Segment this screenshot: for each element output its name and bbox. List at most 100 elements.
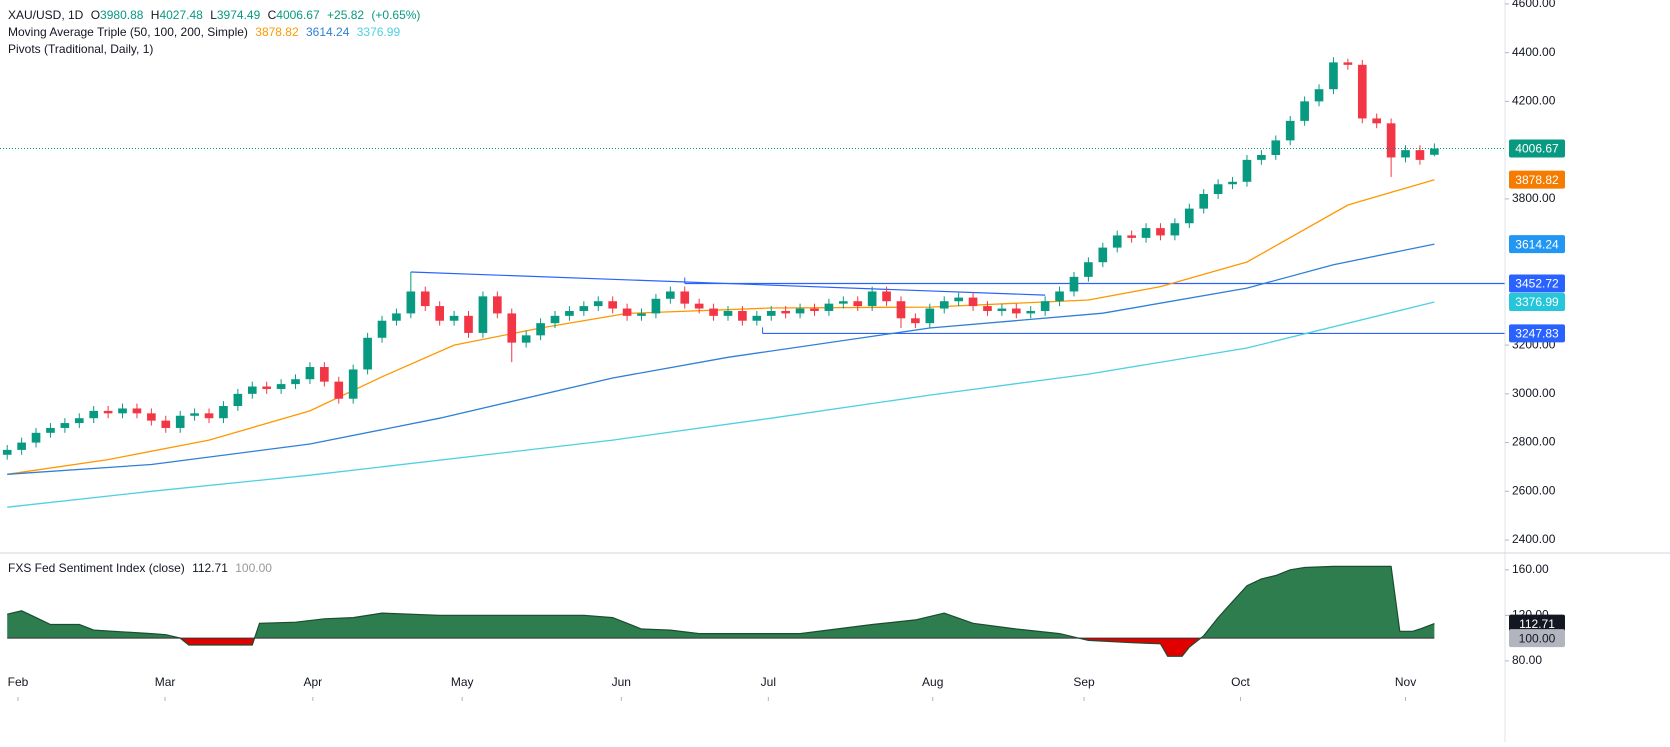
ohlc-key: H [151, 8, 160, 22]
candle-body [377, 320, 387, 338]
pivot-badge: 3247.83 [1515, 327, 1559, 341]
y-tick-label: 2600.00 [1512, 483, 1556, 497]
x-tick-label: Aug [922, 675, 943, 689]
candle-body [1098, 247, 1108, 263]
ohlc-key: L [210, 8, 217, 22]
candle-body [132, 408, 142, 414]
candle-body [1199, 193, 1209, 209]
candle-body [420, 291, 430, 307]
candle-body [651, 298, 661, 314]
candle-body [954, 297, 963, 302]
pivot-badge-bg [1509, 274, 1565, 293]
candle-body [1285, 120, 1295, 141]
change: +25.82 [327, 8, 364, 22]
candle-body [565, 310, 574, 316]
ma-legend: Moving Average Triple (50, 100, 200, Sim… [8, 25, 400, 39]
candle-body [1141, 228, 1151, 238]
candle-body [752, 315, 762, 321]
candle-body [219, 406, 228, 419]
candle-body [247, 386, 257, 394]
candle-body [766, 310, 776, 316]
candle-body [709, 308, 718, 316]
candle-body [1357, 64, 1367, 119]
candle-body [694, 303, 704, 309]
x-tick-label: May [451, 675, 474, 689]
candle-body [1112, 235, 1122, 248]
ma-line [7, 179, 1435, 475]
candle-body [939, 301, 949, 309]
candle-body [781, 310, 790, 314]
candle-body [363, 337, 372, 370]
sentiment-area-positive [7, 566, 1435, 639]
candle-body [1242, 159, 1252, 182]
candle-body [1257, 154, 1266, 160]
candle-body [1271, 140, 1281, 155]
sentiment-badge-bg [1509, 614, 1565, 633]
sentiment-value: 112.71 [192, 561, 228, 575]
candle-body [17, 442, 26, 450]
header-line: XAU/USD, 1D O3980.88 H4027.48 L3974.49 C… [8, 8, 420, 22]
candle-body [276, 384, 286, 389]
candle-body [161, 420, 171, 428]
y-tick-label: 80.00 [1512, 653, 1542, 667]
ma-badge-bg [1509, 292, 1565, 311]
candle-body [1069, 276, 1079, 292]
candle-body [824, 303, 834, 311]
candle-body [46, 427, 55, 433]
candle-body [521, 335, 531, 343]
candle-body [1386, 123, 1396, 158]
candle-body [291, 379, 300, 385]
candle-body [1040, 301, 1050, 311]
low-value: 3974.49 [217, 8, 261, 22]
candle-body [233, 393, 243, 407]
candle-body [925, 308, 935, 324]
candle-body [348, 369, 358, 399]
x-tick-label: Nov [1395, 675, 1416, 689]
candle-body [147, 413, 156, 421]
candle-body [1156, 228, 1165, 236]
y-tick-label: 3000.00 [1512, 386, 1556, 400]
candle-body [968, 297, 978, 307]
x-tick-label: Apr [303, 675, 322, 689]
candle-body [983, 306, 992, 311]
ma-badge-bg [1509, 170, 1565, 189]
candle-body [1127, 235, 1136, 238]
last-price-badge: 4006.67 [1515, 142, 1559, 156]
candle-body [320, 367, 329, 382]
candle-body [175, 415, 185, 428]
candle-body [89, 410, 99, 419]
pivot-badge: 3452.72 [1515, 277, 1559, 291]
ma-badge: 3376.99 [1515, 295, 1559, 309]
symbol: XAU/USD, 1D [8, 8, 84, 22]
candle-body [738, 310, 747, 321]
axes: 2400.002600.002800.003000.003200.003800.… [8, 0, 1565, 701]
candle-body [31, 432, 41, 443]
candle-body [305, 367, 315, 380]
open-value: 3980.88 [100, 8, 144, 22]
y-tick-label: 4600.00 [1512, 0, 1556, 10]
candle-body [1084, 262, 1093, 277]
candle-body [1026, 310, 1036, 314]
sentiment-badge: 112.71 [1519, 617, 1555, 631]
candle-body [1372, 118, 1382, 124]
y-tick-label: 2800.00 [1512, 435, 1556, 449]
ma-legend-value: 3376.99 [357, 25, 401, 39]
candle-body [795, 308, 805, 314]
x-tick-label: Oct [1231, 675, 1250, 689]
candle-body [1184, 208, 1194, 224]
sentiment-legend: FXS Fed Sentiment Index (close) 112.71 1… [8, 561, 272, 575]
ohlc-key: C [268, 8, 277, 22]
candle-body [896, 301, 906, 319]
candle-body [406, 291, 416, 314]
sentiment-ref: 100.00 [235, 561, 272, 575]
last-price-badge-bg [1509, 139, 1565, 158]
candle-body [853, 301, 863, 307]
candle-body [1300, 101, 1309, 121]
candle-body [1314, 89, 1324, 102]
candle-body [1343, 62, 1353, 65]
x-tick-label: Feb [8, 675, 29, 689]
ma-badge: 3614.24 [1515, 237, 1559, 251]
x-tick-label: Jul [761, 675, 776, 689]
candle-body [2, 449, 12, 455]
